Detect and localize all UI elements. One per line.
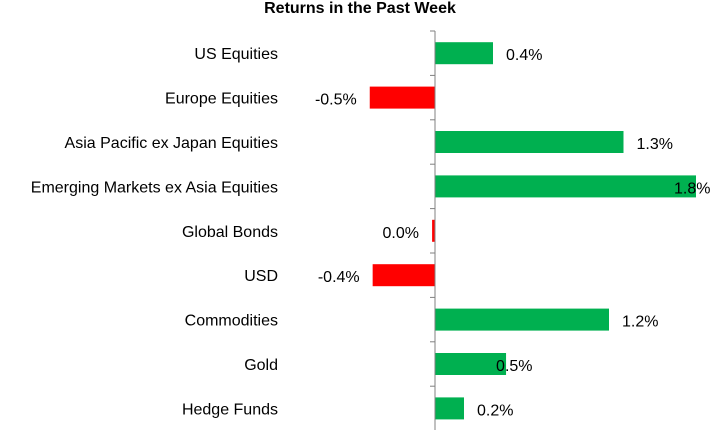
data-label: 1.2%: [622, 314, 658, 331]
category-label: Hedge Funds: [182, 401, 278, 418]
category-label: USD: [244, 268, 278, 285]
data-label: 0.2%: [477, 402, 513, 419]
bar: [372, 264, 435, 287]
category-label: Europe Equities: [165, 91, 278, 108]
category-label: Global Bonds: [182, 224, 278, 241]
bar: [432, 219, 436, 242]
category-label: US Equities: [194, 46, 278, 63]
bar: [435, 397, 464, 420]
data-label: -0.4%: [318, 269, 360, 286]
data-label: -0.5%: [315, 92, 357, 109]
data-label: 1.8%: [674, 180, 710, 197]
data-label: 0.4%: [506, 47, 542, 64]
bar: [435, 131, 624, 153]
category-label: Emerging Markets ex Asia Equities: [31, 179, 278, 196]
bar: [435, 42, 493, 65]
data-label: 0.0%: [383, 225, 419, 242]
category-label: Gold: [244, 357, 278, 374]
category-label: Commodities: [185, 313, 278, 330]
bar: [435, 308, 609, 331]
data-label: 0.5%: [496, 358, 532, 375]
bar: [435, 353, 507, 375]
bar: [435, 175, 696, 198]
data-label: 1.3%: [637, 136, 673, 153]
chart-title: Returns in the Past Week: [264, 0, 456, 17]
category-label: Asia Pacific ex Japan Equities: [65, 135, 278, 152]
bar: [369, 86, 435, 109]
